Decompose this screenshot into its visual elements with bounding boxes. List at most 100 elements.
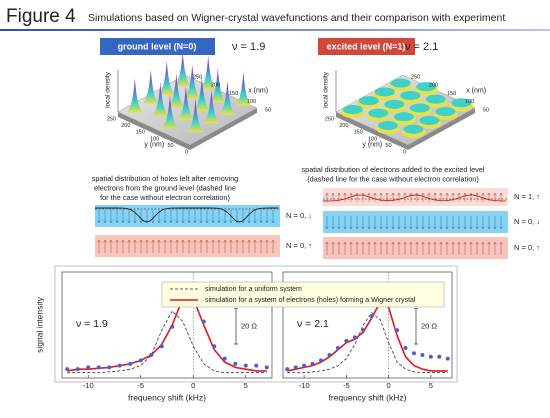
data-point bbox=[285, 367, 290, 372]
x-tick-label: 100 bbox=[465, 99, 474, 105]
y-tick-label: 50 bbox=[167, 143, 173, 149]
data-point bbox=[201, 319, 206, 324]
chart-annotation: ν = 1.9 bbox=[76, 318, 108, 330]
density-disc-top bbox=[368, 108, 389, 118]
density-peak bbox=[142, 69, 159, 104]
spin-arrows bbox=[97, 210, 275, 224]
band-label: N = 0, ↓ bbox=[514, 217, 540, 226]
density-disc-top bbox=[400, 90, 421, 100]
level-label: ground level (N=0) bbox=[118, 41, 197, 51]
figure-title: Simulations based on Wigner-crystal wave… bbox=[88, 12, 505, 24]
data-point bbox=[149, 353, 154, 358]
caption-line: (dashed line for the case without electr… bbox=[307, 174, 479, 183]
data-point bbox=[352, 335, 357, 340]
data-point bbox=[335, 345, 340, 350]
data-point bbox=[243, 363, 248, 368]
electron-density bbox=[322, 194, 507, 202]
scale-bar-label: 20 Ω bbox=[241, 321, 257, 330]
density-disc-top bbox=[390, 78, 411, 88]
data-point bbox=[254, 363, 259, 368]
y-tick-label: 250 bbox=[325, 116, 334, 122]
y-tick-label: 150 bbox=[354, 130, 363, 136]
z-axis-label: local density bbox=[105, 71, 112, 108]
band-label: N = 1, ↑ bbox=[514, 192, 540, 201]
density-disc-top bbox=[416, 82, 437, 92]
x-tick-label: -10 bbox=[299, 381, 310, 390]
density-disc-top bbox=[409, 103, 430, 113]
plot-frame bbox=[282, 271, 453, 379]
density-peak bbox=[200, 55, 217, 90]
density-disc-top bbox=[358, 96, 379, 106]
density-disc-top bbox=[403, 124, 424, 134]
density-peak bbox=[184, 64, 201, 99]
scale-bar bbox=[234, 308, 238, 345]
y-tick-label: 0 bbox=[403, 149, 406, 155]
x-tick-label: 50 bbox=[483, 107, 489, 113]
z-axis-label: local density bbox=[323, 71, 330, 108]
density-peak bbox=[209, 68, 226, 103]
spin-arrows bbox=[325, 241, 503, 255]
data-point bbox=[212, 344, 217, 349]
x-axis-label: x (nm) bbox=[466, 88, 486, 95]
x-tick-label: 200 bbox=[429, 83, 438, 89]
legend-label: simulation for a uniform system bbox=[205, 286, 302, 293]
plane bbox=[335, 74, 476, 146]
data-point bbox=[437, 354, 442, 359]
x-tick-label: 150 bbox=[447, 91, 456, 97]
data-point bbox=[159, 344, 164, 349]
density-peak bbox=[203, 89, 220, 124]
density-disc-top bbox=[374, 87, 395, 97]
density-peak bbox=[235, 71, 252, 106]
data-point bbox=[310, 361, 315, 366]
chart-annotation: ν = 2.1 bbox=[297, 318, 329, 330]
x-tick-label: 0 bbox=[191, 381, 195, 390]
x-tick-label: -5 bbox=[137, 381, 144, 390]
data-point bbox=[445, 356, 450, 361]
y-tick-label: 100 bbox=[150, 136, 159, 142]
density-peak bbox=[161, 94, 178, 129]
density-disc-top bbox=[425, 94, 446, 104]
x-tick-label: 5 bbox=[244, 381, 248, 390]
x-axis-label: frequency shift (kHz) bbox=[128, 392, 206, 402]
data-point bbox=[369, 314, 374, 319]
band-label: N = 0, ↑ bbox=[514, 243, 540, 252]
scale-bar-label: 20 Ω bbox=[421, 321, 437, 330]
charts-box bbox=[54, 265, 458, 383]
caption-line: spatial distribution of electrons added … bbox=[302, 165, 485, 174]
figure-number: Figure 4 bbox=[6, 6, 76, 27]
data-point bbox=[428, 354, 433, 359]
data-point bbox=[293, 365, 298, 370]
x-tick-label: -10 bbox=[83, 381, 94, 390]
density-peak bbox=[187, 98, 204, 133]
data-point bbox=[327, 353, 332, 358]
density-disc-top bbox=[435, 107, 456, 117]
filling-factor: ν = 1.9 bbox=[232, 41, 265, 53]
series-line bbox=[67, 310, 267, 374]
legend-label: simulation for a system of electrons (ho… bbox=[205, 297, 416, 304]
data-point bbox=[222, 356, 227, 361]
plane-side bbox=[118, 108, 257, 150]
density-peak bbox=[174, 52, 191, 87]
y-tick-label: 0 bbox=[185, 149, 188, 155]
data-point bbox=[395, 328, 400, 333]
density-disc-top bbox=[419, 115, 440, 125]
band-label: N = 0, ↑ bbox=[286, 241, 312, 250]
x-axis-label: frequency shift (kHz) bbox=[329, 392, 407, 402]
y-axis-label: signal intensity bbox=[34, 296, 44, 353]
x-tick-label: 250 bbox=[411, 74, 420, 80]
hole-density bbox=[95, 207, 278, 223]
x-axis-label: x (nm) bbox=[248, 88, 268, 95]
density-peak bbox=[219, 80, 236, 115]
data-point bbox=[65, 367, 70, 372]
level-label-box bbox=[318, 38, 415, 55]
series-line bbox=[287, 312, 448, 374]
data-point bbox=[233, 361, 238, 366]
x-tick-label: 5 bbox=[429, 381, 433, 390]
density-peak bbox=[193, 76, 210, 111]
density-peak bbox=[177, 85, 194, 120]
y-axis-label: y (nm) bbox=[362, 142, 382, 149]
data-point bbox=[107, 365, 112, 370]
density-disc-top bbox=[377, 121, 398, 131]
